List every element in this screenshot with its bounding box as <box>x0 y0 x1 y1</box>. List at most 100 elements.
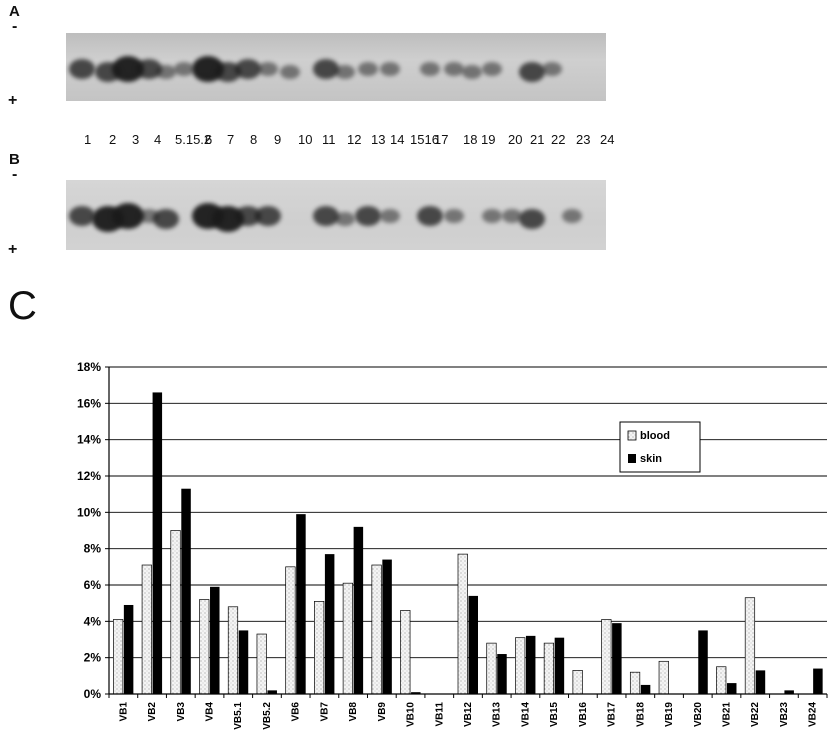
gel-a-band <box>258 62 278 76</box>
panel-a-plus: + <box>8 92 18 109</box>
bar-blood-VB4 <box>199 599 210 695</box>
lane-number: 7 <box>227 132 235 147</box>
gel-b-band <box>255 206 281 226</box>
bar-blood-VB8 <box>342 582 353 695</box>
lane-number: 1 <box>84 132 92 147</box>
x-tick-label: VB8 <box>348 702 359 722</box>
gel-b-band <box>313 206 339 226</box>
x-tick-label: VB9 <box>377 702 388 722</box>
gel-a-band <box>174 62 194 76</box>
bar-skin-VB21 <box>726 683 737 694</box>
panel-b-plus: + <box>8 241 18 258</box>
x-tick-label: VB17 <box>607 702 618 727</box>
bar-skin-VB17 <box>612 623 622 694</box>
bar-blood-VB15 <box>543 642 555 695</box>
x-tick-label: VB10 <box>406 702 417 727</box>
x-tick-label: VB6 <box>291 702 302 722</box>
lane-number: 3 <box>132 132 140 147</box>
gel-a-band <box>444 62 464 76</box>
gel-b-band <box>444 209 464 223</box>
gel-b-band <box>235 206 261 226</box>
gel-a-band <box>313 59 339 79</box>
y-tick-label: 2% <box>84 651 102 665</box>
lane-number: 19 <box>481 132 496 147</box>
lane-number: 20 <box>508 132 523 147</box>
x-tick-label: VB5.1 <box>233 702 244 730</box>
gel-b-band <box>380 209 400 223</box>
bar-blood-VB2 <box>141 564 152 695</box>
bar-blood-VB17 <box>601 619 612 695</box>
bar-blood-VB22 <box>744 597 756 695</box>
lane-number: 12 <box>347 132 362 147</box>
panel-a-label: A <box>9 3 20 20</box>
bar-blood-VB6 <box>285 566 296 695</box>
legend-label-blood: blood <box>640 430 670 442</box>
x-tick-label: VB7 <box>319 702 330 722</box>
bar-skin-VB7 <box>324 554 335 694</box>
y-tick-labels: 0% 2% 4% 6% 8% 10% 12% 14% 16% 18% <box>77 360 101 701</box>
lane-number: 4 <box>154 132 162 147</box>
bar-blood-VB13 <box>486 642 497 695</box>
y-tick-label: 8% <box>84 542 102 556</box>
gel-b-band <box>417 206 443 226</box>
y-tick-label: 4% <box>84 614 102 628</box>
bar-skin-VB3 <box>181 488 191 694</box>
gel-a-band <box>542 62 562 76</box>
bars <box>113 392 823 695</box>
x-tick-label: VB11 <box>434 702 445 727</box>
gel-b-band <box>502 209 522 223</box>
gel-a-band <box>69 59 95 79</box>
gel-a-band <box>462 65 482 79</box>
gel-a-band <box>215 62 241 82</box>
x-tick-label: VB24 <box>808 702 819 727</box>
x-tick-labels: VB1 VB2 VB3 VB4 VB5.1 VB5.2 VB6 VB7 VB8 VB9 VB10 VB… <box>118 702 818 730</box>
gel-a-image <box>66 33 606 101</box>
lane-number: 17 <box>434 132 449 147</box>
x-tick-label: VB16 <box>578 702 589 727</box>
gel-b-band <box>69 206 95 226</box>
legend-swatch-skin <box>628 454 636 463</box>
bar-blood-VB5.2 <box>256 633 267 695</box>
x-tick-label: VB22 <box>750 702 761 727</box>
bar-blood-VB3 <box>170 530 181 695</box>
bar-chart: 0%2%4%6%8%10%12%14%16%18% VB1 VB2 VB3 VB4 VB… <box>77 360 828 730</box>
gel-a-band <box>482 62 502 76</box>
bar-blood-VB21 <box>716 666 727 695</box>
bar-skin-VB9 <box>382 559 392 694</box>
gel-a-band <box>358 62 378 76</box>
gel-b-band <box>519 209 545 229</box>
legend-swatch-blood <box>627 430 637 441</box>
x-tick-label: VB19 <box>664 702 675 727</box>
bar-skin-VB24 <box>813 668 823 694</box>
x-tick-label: VB20 <box>693 702 704 727</box>
bar-blood-VB14 <box>515 637 526 695</box>
x-tick-label: VB4 <box>205 702 216 722</box>
panel-a-minus: - <box>12 18 18 35</box>
lane-number: 18 <box>463 132 478 147</box>
lane-number: 6 <box>205 132 213 147</box>
y-tick-label: 6% <box>84 578 102 592</box>
panel-b-label: B <box>9 151 20 168</box>
bar-skin-VB2 <box>152 392 163 694</box>
bar-skin-VB23 <box>784 690 794 694</box>
gel-b-band <box>355 206 381 226</box>
lane-number: 24 <box>600 132 615 147</box>
bar-skin-VB14 <box>525 635 536 694</box>
legend: blood skin <box>619 421 701 473</box>
y-tick-label: 10% <box>77 505 101 519</box>
gel-b-image <box>66 180 606 250</box>
legend-label-skin: skin <box>640 453 662 465</box>
bar-skin-VB5.2 <box>267 690 277 694</box>
bar-blood-VB19 <box>658 660 669 695</box>
bar-blood-VB9 <box>371 564 382 695</box>
bar-blood-VB1 <box>113 619 124 695</box>
bar-skin-VB5.1 <box>238 630 249 694</box>
lane-number: 2 <box>109 132 117 147</box>
x-tick-label: VB13 <box>492 702 503 727</box>
lane-numbers-row: 1 2 3 4 5.15.2 6 7 8 9 10 11 12 13 14 1516 17 18 19 20 21 22… <box>80 132 614 152</box>
gel-a-band <box>380 62 400 76</box>
gel-b-band <box>153 209 179 229</box>
x-tick-label: VB12 <box>463 702 474 727</box>
lane-number: 21 <box>530 132 545 147</box>
bar-blood-VB12 <box>457 553 468 695</box>
